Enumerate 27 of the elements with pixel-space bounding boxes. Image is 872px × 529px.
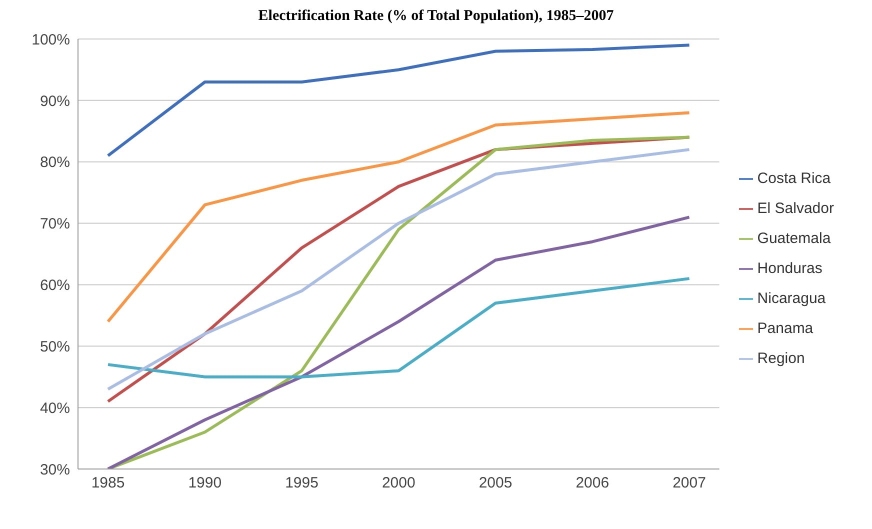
- y-tick-label: 80%: [40, 154, 70, 172]
- legend-label: Panama: [757, 320, 814, 337]
- y-tick-label: 70%: [40, 216, 70, 233]
- line-series: [106, 44, 691, 158]
- y-tick-label: 40%: [40, 400, 70, 417]
- line-series: [106, 111, 691, 324]
- legend-label: Guatemala: [757, 230, 831, 247]
- x-tick-label: 2006: [576, 474, 610, 492]
- x-tick-label: 1990: [188, 474, 222, 492]
- legend-label: Region: [757, 350, 805, 367]
- legend-label: Costa Rica: [757, 170, 831, 187]
- y-tick-label: 90%: [40, 92, 70, 110]
- line-series: [106, 216, 691, 469]
- x-tick-label: 1985: [91, 474, 125, 492]
- legend-label: Honduras: [757, 260, 822, 277]
- y-tick-label: 60%: [40, 277, 70, 294]
- x-tick-label: 2005: [478, 474, 512, 492]
- y-tick-label: 30%: [40, 461, 70, 478]
- x-tick-label: 2000: [382, 474, 416, 492]
- legend-label: El Salvador: [757, 200, 834, 217]
- chart-title: Electrification Rate (% of Total Population), 1985–2007: [257, 8, 615, 25]
- y-tick-label: 100%: [32, 31, 70, 48]
- line-series: [106, 277, 691, 378]
- x-tick-label: 1995: [285, 474, 318, 492]
- x-tick-label: 2007: [672, 474, 706, 492]
- legend-label: Nicaragua: [757, 290, 826, 307]
- y-tick-label: 50%: [40, 338, 70, 356]
